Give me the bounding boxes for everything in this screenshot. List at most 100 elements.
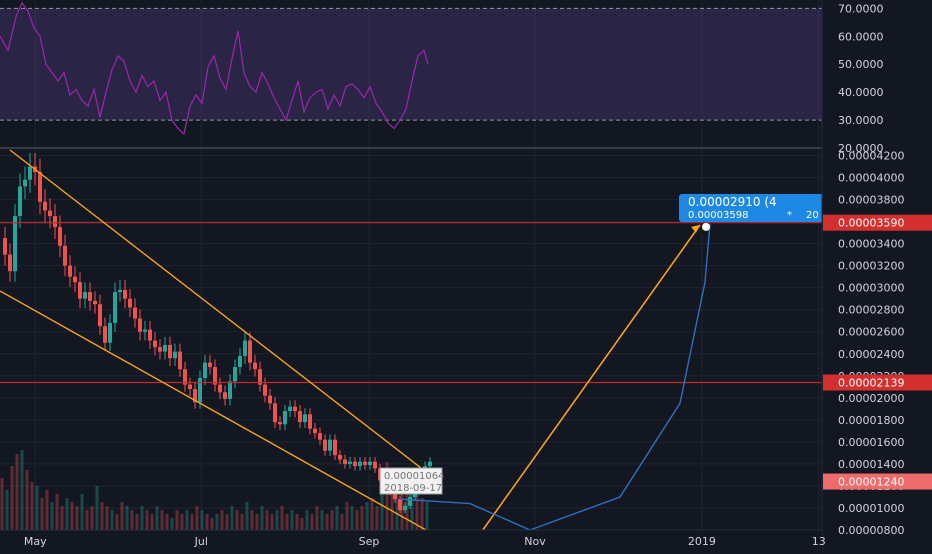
candle-body [98,304,102,327]
volume-bar [45,490,49,530]
candle-body [103,326,107,343]
volume-bar [155,506,159,530]
volume-bar [200,510,204,530]
candle-body [38,172,42,202]
volume-bar [325,514,329,530]
volume-bar [55,494,59,530]
candle-body [63,245,67,266]
candle-body [428,461,432,467]
candle-body [18,186,22,217]
candle-body [128,298,132,308]
volume-bar [145,510,149,530]
candle-body [48,210,52,217]
candle-body [223,392,227,399]
candle-body [298,411,302,423]
price-label-text: 0.00001240 [838,476,904,489]
candle-body [273,403,277,423]
candle-body [23,179,27,187]
volume-bar [50,502,54,530]
price-tick-label: 0.00004000 [838,172,904,185]
volume-bar [340,514,344,530]
price-tick-label: 0.00003200 [838,260,904,273]
candle-body [78,282,82,299]
volume-bar [315,506,319,530]
candle-body [208,362,212,367]
candle-body [8,254,12,272]
measure-label: 0.00002910 (4 0.00003598 * 20 [679,194,832,222]
candle-body [338,455,342,460]
volume-bar [120,502,124,530]
volume-bar [285,514,289,530]
volume-bar [295,514,299,530]
channel-lower-line[interactable] [0,290,431,533]
target-marker[interactable] [702,222,710,231]
candle-body [188,384,192,390]
volume-bar [420,498,424,530]
candle-body [88,292,92,301]
candle-body [368,461,372,466]
volume-bar [395,470,399,530]
rsi-tick-label: 70.0000 [838,2,884,15]
projection-arrow[interactable] [481,224,701,532]
candle-body [58,227,62,246]
candle-body [303,414,307,423]
channel-upper-line[interactable] [9,149,431,476]
candle-body [118,289,122,293]
rsi-tick-label: 20.0000 [838,142,884,155]
volume-bar [250,510,254,530]
candle-body [353,461,357,467]
volume-bar [5,490,9,530]
candle-body [123,289,127,299]
volume-bar [15,454,19,530]
volume-bar [205,514,209,530]
time-tick-label: 13 [812,535,826,548]
volume-bar [30,482,34,530]
measure-label-line1: 0.00002910 (4 [688,195,777,209]
candle-body [348,461,352,464]
time-tick-label: Sep [359,535,380,548]
candle-body [68,265,72,277]
rsi-axis: 70.0000 60.0000 50.0000 40.0000 30.0000 20.00… [838,2,884,155]
candle-body [263,384,267,396]
candle-body [258,369,262,385]
time-axis-bg[interactable] [0,530,822,550]
candle-body [83,292,87,299]
volume-bar [170,518,174,530]
candle-body [233,366,237,382]
volume-bar [230,506,234,530]
volume-bar [190,514,194,530]
volume-bar [65,498,69,530]
volume-bar [75,506,79,530]
candle-body [363,461,367,466]
candle-body [253,362,257,370]
price-axis-bg[interactable] [822,0,932,550]
projection-curve[interactable] [399,223,711,531]
candle-body [328,439,332,451]
volume-bar [225,514,229,530]
volume-bar [310,514,314,530]
candle-body [358,461,362,467]
drawings[interactable] [0,149,711,533]
candle-body [203,362,207,378]
price-tick-label: 0.00002600 [838,326,904,339]
price-tick-label: 0.00003000 [838,282,904,295]
candle-body [28,166,32,180]
cursor-label-date: 2018-09-17 [384,483,442,494]
volume-bar [270,514,274,530]
candle-body [218,384,222,393]
volume-bar [405,494,409,530]
volume-bar [410,486,414,530]
horizontal-levels[interactable] [0,222,822,384]
volume-bar [95,486,99,530]
volume-bar [375,506,379,530]
volume-bar [90,506,94,530]
candle-body [248,340,252,363]
volume-bar [125,506,129,530]
candle-body [168,344,172,359]
candle-body [153,340,157,348]
candle-body [148,329,152,341]
rsi-pane [0,1,822,136]
candle-body [243,340,247,356]
